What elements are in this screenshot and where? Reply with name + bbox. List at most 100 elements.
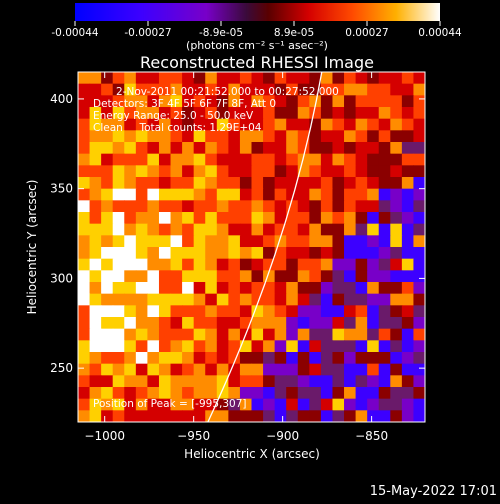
heatmap-cell bbox=[182, 363, 195, 376]
heatmap-cell bbox=[367, 352, 380, 365]
heatmap-cell bbox=[251, 398, 264, 411]
heatmap-cell bbox=[274, 328, 287, 341]
heatmap-cell bbox=[378, 142, 391, 155]
heatmap-cell bbox=[297, 83, 310, 96]
heatmap-cell bbox=[401, 387, 415, 400]
heatmap-cell bbox=[263, 328, 276, 341]
heatmap-cell bbox=[216, 188, 229, 201]
heatmap-cell bbox=[263, 95, 276, 108]
heatmap-cell bbox=[332, 282, 345, 295]
x-tick-label: −950 bbox=[177, 429, 210, 443]
heatmap-cell bbox=[297, 247, 310, 260]
heatmap-cell bbox=[401, 200, 415, 213]
heatmap-cell bbox=[297, 410, 310, 422]
heatmap-cell bbox=[320, 188, 334, 201]
heatmap-cell bbox=[297, 223, 310, 236]
heatmap-cell bbox=[263, 223, 276, 236]
heatmap-cell bbox=[344, 387, 357, 400]
heatmap-cell bbox=[401, 83, 415, 96]
heatmap-cell bbox=[147, 305, 160, 318]
heatmap-cell bbox=[251, 410, 264, 422]
heatmap-cell bbox=[78, 200, 91, 213]
heatmap-cell bbox=[320, 200, 334, 213]
heatmap-cell bbox=[344, 83, 357, 96]
heatmap-cell bbox=[344, 282, 357, 295]
heatmap-cell bbox=[355, 212, 368, 225]
heatmap-cell bbox=[170, 305, 183, 318]
heatmap-cell bbox=[228, 328, 241, 341]
heatmap-cell bbox=[344, 153, 357, 166]
heatmap-cell bbox=[413, 247, 425, 260]
heatmap-cell bbox=[182, 293, 195, 306]
heatmap-cell bbox=[309, 270, 322, 283]
heatmap-cell bbox=[112, 177, 125, 190]
heatmap-cell bbox=[101, 340, 114, 353]
heatmap-cell bbox=[158, 223, 172, 236]
heatmap-cell bbox=[413, 258, 425, 271]
heatmap-cell bbox=[78, 375, 91, 388]
heatmap-cell bbox=[101, 95, 114, 108]
heatmap-cell bbox=[309, 200, 322, 213]
heatmap-cell bbox=[205, 363, 218, 376]
heatmap-cell bbox=[320, 375, 334, 388]
heatmap-cell bbox=[286, 387, 299, 400]
heatmap-cell bbox=[320, 363, 334, 376]
heatmap-cell bbox=[320, 95, 334, 108]
heatmap-cell bbox=[170, 247, 183, 260]
heatmap-cell bbox=[158, 363, 172, 376]
heatmap-cell bbox=[344, 328, 357, 341]
heatmap-cell bbox=[135, 165, 148, 178]
heatmap-cell bbox=[182, 95, 195, 108]
heatmap-cell bbox=[274, 340, 287, 353]
heatmap-cell bbox=[297, 363, 310, 376]
heatmap-cell bbox=[355, 340, 368, 353]
heatmap-cell bbox=[263, 83, 276, 96]
heatmap-cell bbox=[355, 363, 368, 376]
heatmap-cell bbox=[170, 258, 183, 271]
heatmap-cell bbox=[251, 375, 264, 388]
heatmap-cell bbox=[124, 317, 137, 330]
heatmap-cell bbox=[297, 212, 310, 225]
heatmap-cell bbox=[297, 387, 310, 400]
heatmap-cell bbox=[251, 118, 264, 131]
heatmap-cell bbox=[112, 387, 125, 400]
heatmap-cell bbox=[147, 177, 160, 190]
heatmap-cell bbox=[274, 130, 287, 143]
heatmap-cell bbox=[367, 165, 380, 178]
heatmap-cell bbox=[101, 177, 114, 190]
heatmap-cell bbox=[367, 188, 380, 201]
heatmap-cell bbox=[182, 153, 195, 166]
heatmap-cell bbox=[309, 223, 322, 236]
heatmap-cell bbox=[135, 328, 148, 341]
heatmap-cell bbox=[193, 83, 206, 96]
heatmap-cell bbox=[297, 72, 310, 85]
heatmap-cell bbox=[378, 375, 391, 388]
heatmap-cell bbox=[101, 188, 114, 201]
heatmap-cell bbox=[378, 247, 391, 260]
heatmap-cell bbox=[367, 107, 380, 120]
heatmap-cell bbox=[147, 107, 160, 120]
heatmap-cell bbox=[251, 247, 264, 260]
heatmap-cell bbox=[263, 398, 276, 411]
heatmap-cell bbox=[309, 107, 322, 120]
heatmap-cell bbox=[124, 107, 137, 120]
heatmap-cell bbox=[239, 282, 253, 295]
heatmap-cell bbox=[216, 72, 229, 85]
heatmap-cell bbox=[390, 212, 403, 225]
heatmap-cell bbox=[216, 282, 229, 295]
heatmap-cell bbox=[309, 165, 322, 178]
heatmap-image bbox=[78, 72, 425, 422]
heatmap-cell bbox=[309, 130, 322, 143]
heatmap-cell bbox=[193, 95, 206, 108]
heatmap-cell bbox=[205, 328, 218, 341]
heatmap-cell bbox=[309, 293, 322, 306]
heatmap-cell bbox=[135, 282, 148, 295]
heatmap-cell bbox=[216, 410, 229, 422]
heatmap-cell bbox=[193, 118, 206, 131]
heatmap-cell bbox=[297, 95, 310, 108]
heatmap-cell bbox=[205, 223, 218, 236]
heatmap-cell bbox=[297, 340, 310, 353]
heatmap-cell bbox=[297, 153, 310, 166]
heatmap-cell bbox=[390, 387, 403, 400]
heatmap-cell bbox=[413, 363, 425, 376]
